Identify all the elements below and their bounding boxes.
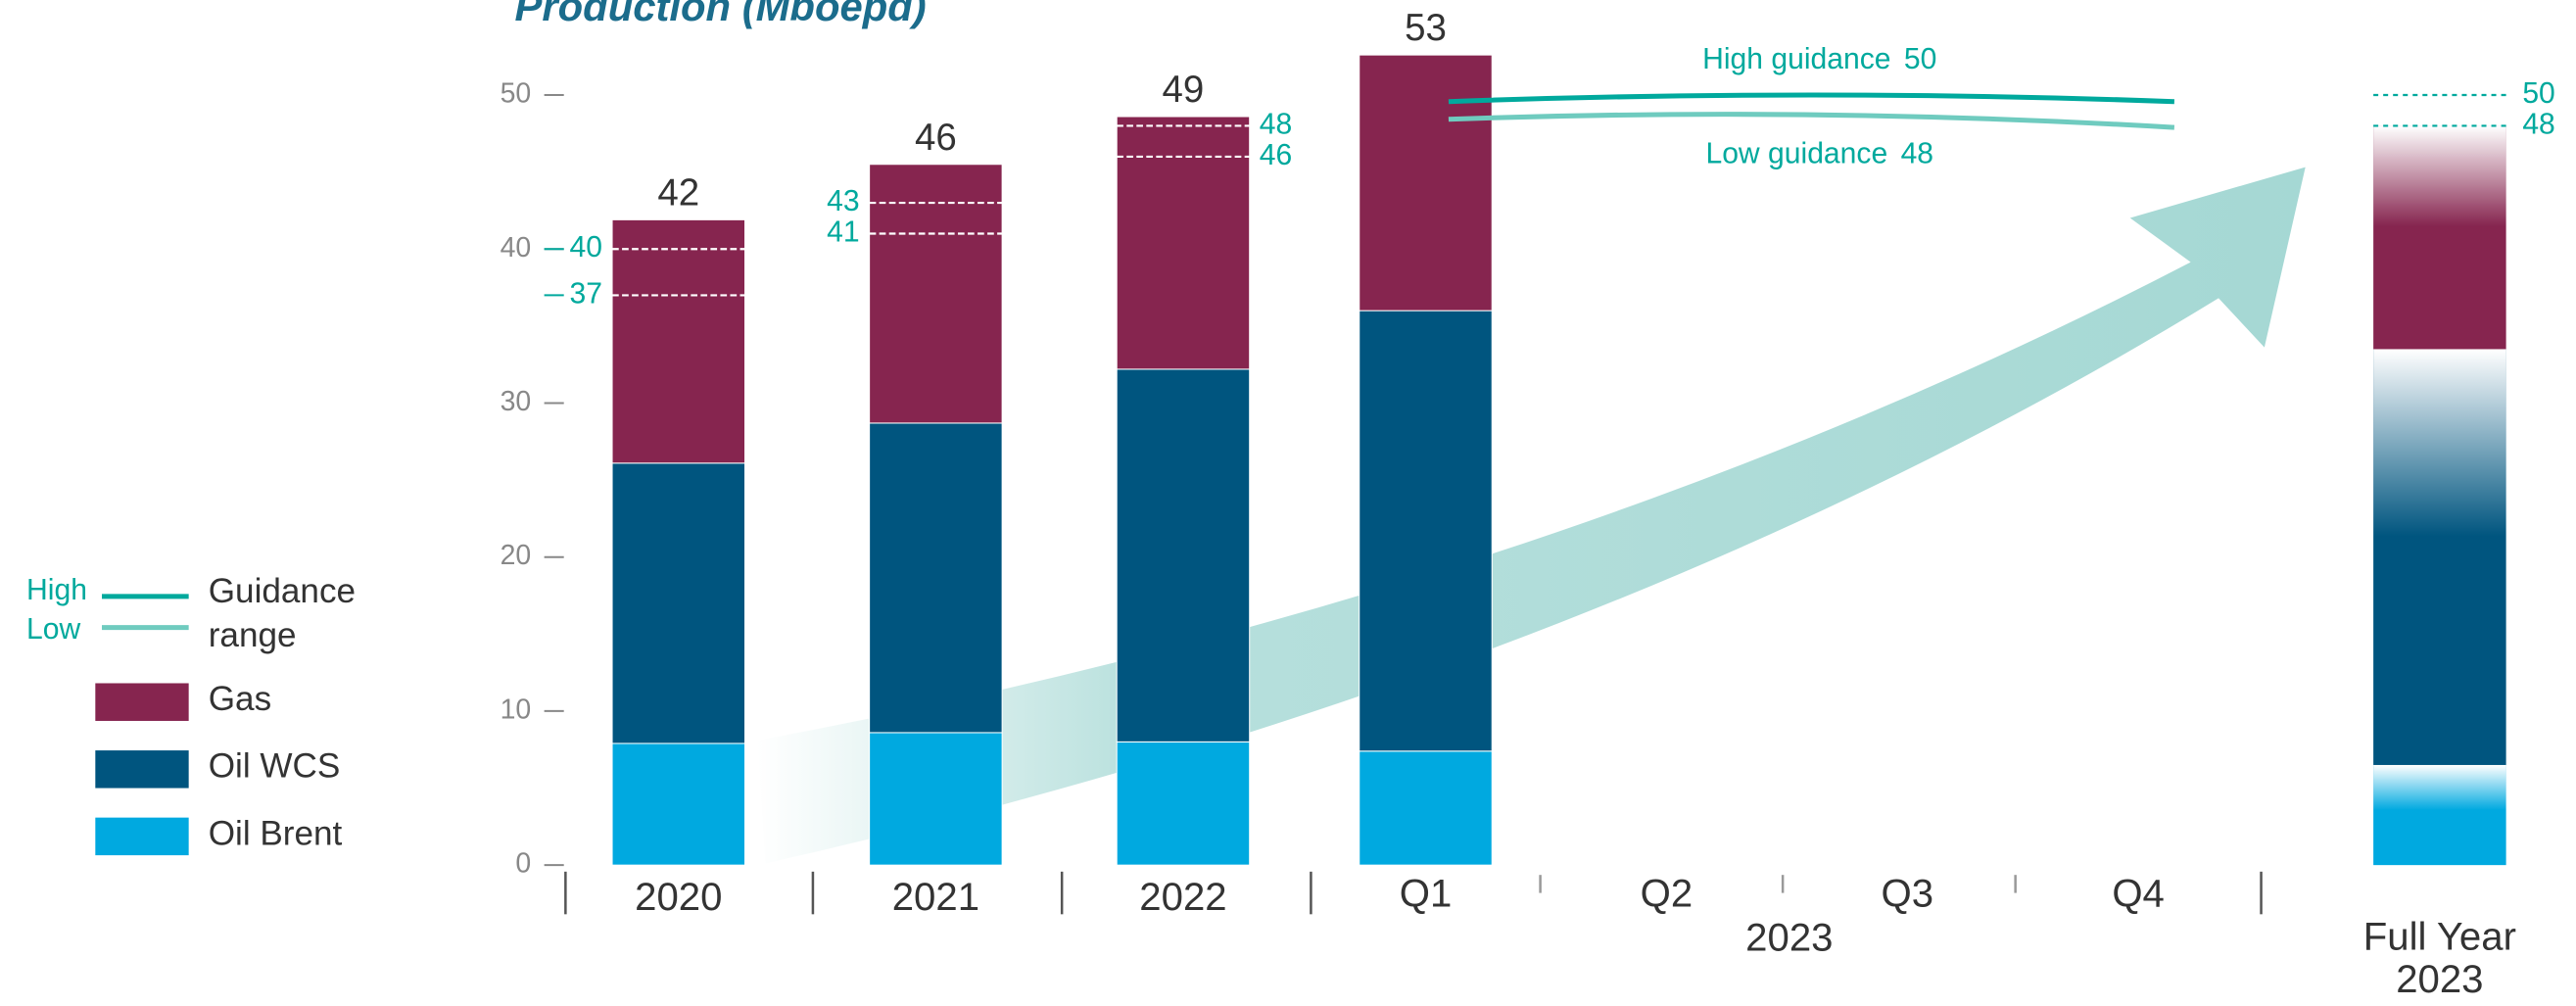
- chart-title: Production (Mboepd): [515, 0, 927, 29]
- legend-high: High: [26, 574, 87, 606]
- bar-segment: [611, 462, 746, 744]
- bar-segment: [869, 422, 1003, 734]
- x-tick-label: Q4: [2112, 872, 2165, 916]
- legend-label: Oil Brent: [209, 814, 343, 852]
- bar-segment: [611, 743, 746, 866]
- bar-fade: [2373, 349, 2506, 765]
- bar-segment: [1116, 368, 1251, 743]
- y-tick-label: 30: [501, 386, 532, 417]
- bar-segment: [611, 218, 746, 464]
- guidance-range-line: [1448, 112, 2175, 130]
- y-tick-label: 0: [515, 848, 531, 880]
- x-tick-label-line: 2023: [2396, 957, 2483, 1001]
- x-tick-label: Q2: [1641, 872, 1693, 916]
- legend-range: range: [209, 616, 297, 654]
- x-tick-label: 2022: [1139, 875, 1226, 919]
- guidance-label: 37: [570, 277, 602, 310]
- x-tick-label: 2020: [635, 875, 722, 919]
- bar-segment: [1116, 741, 1251, 866]
- bar-segment: [1116, 116, 1251, 370]
- guidance-label: 41: [827, 216, 859, 248]
- guidance-label: 43: [827, 185, 859, 217]
- legend-swatch: [95, 817, 189, 856]
- x-tick-label: Full Year 2023: [2363, 914, 2516, 1000]
- total-label: 49: [1163, 69, 1205, 111]
- guidance-range-line: [1448, 92, 2174, 105]
- legend-label: Oil WCS: [209, 747, 341, 786]
- bar-fade: [2373, 125, 2506, 350]
- bar-segment: [1359, 310, 1493, 752]
- total-label: 46: [915, 117, 957, 159]
- x-tick-label-line: Full Year: [2363, 914, 2516, 958]
- guidance-range-value: 50: [1904, 43, 1936, 75]
- bar-segment: [869, 164, 1003, 424]
- guidance-range-value: 48: [1901, 138, 1933, 170]
- total-label: 53: [1405, 7, 1447, 49]
- legend-swatch: [95, 683, 189, 721]
- y-tick-label: 10: [501, 694, 532, 725]
- legend-label: Gas: [209, 680, 271, 718]
- y-tick-label: 40: [501, 232, 532, 263]
- guidance-range-label: Low guidance 48: [1705, 138, 1933, 170]
- total-label: 42: [657, 171, 699, 214]
- category-separators: [564, 871, 2263, 915]
- guidance-range-name: Low guidance: [1705, 138, 1887, 170]
- guidance-label: 46: [1260, 139, 1292, 171]
- guidance-label: 50: [2522, 77, 2554, 110]
- x-tick-label: 2021: [892, 875, 979, 919]
- guidance-label: 40: [570, 231, 602, 263]
- y-tick-label: 50: [501, 78, 532, 110]
- x-tick-label: Q1: [1400, 872, 1453, 916]
- bar-segment: [1359, 750, 1493, 866]
- legend-low: Low: [26, 613, 80, 646]
- guidance-label: 48: [1260, 108, 1292, 140]
- legend-swatch: [95, 750, 189, 789]
- bar-fade: [2373, 764, 2506, 866]
- guidance-range-label: High guidance 50: [1702, 43, 1936, 75]
- legend-range: Guidance: [209, 572, 356, 610]
- bar-segment: [869, 732, 1003, 866]
- bar-segment: [1359, 54, 1493, 311]
- y-tick-label: 20: [501, 540, 532, 571]
- guidance-label: 48: [2522, 108, 2554, 140]
- guidance-range-name: High guidance: [1702, 43, 1890, 75]
- group-label: 2023: [1745, 916, 1833, 960]
- x-tick-label: Q3: [1881, 872, 1933, 916]
